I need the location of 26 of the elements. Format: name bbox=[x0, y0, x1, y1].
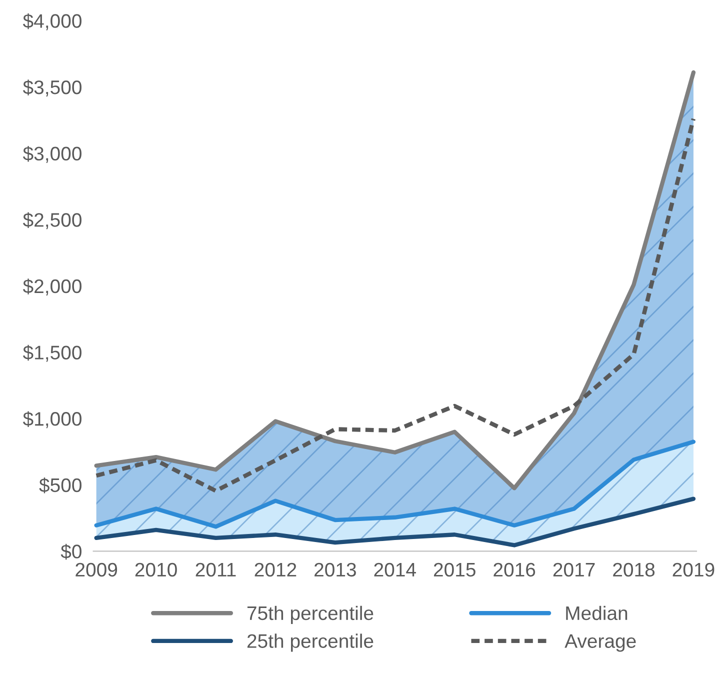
x-tick-label: 2014 bbox=[374, 562, 416, 577]
x-tick-label: 2016 bbox=[494, 562, 536, 577]
x-tick-label: 2017 bbox=[553, 562, 595, 577]
x-tick-label: 2009 bbox=[76, 562, 118, 577]
x-tick-label: 2011 bbox=[196, 562, 236, 577]
y-tick-label: $2,000 bbox=[22, 278, 82, 296]
y-tick-label: $1,000 bbox=[22, 411, 82, 428]
legend-label: Median bbox=[566, 606, 628, 620]
y-tick-label: $1,500 bbox=[22, 344, 82, 362]
x-tick-label: 2019 bbox=[672, 562, 714, 577]
y-tick-label: $3,000 bbox=[22, 146, 82, 163]
y-tick-label: $4,000 bbox=[22, 13, 82, 30]
x-tick-label: 2013 bbox=[314, 562, 356, 577]
x-tick-label: 2012 bbox=[254, 562, 296, 577]
line-series bbox=[94, 440, 696, 529]
legend-label: 25th percentile bbox=[247, 634, 374, 652]
x-tick-label: 2018 bbox=[613, 562, 655, 577]
y-tick-label: $3,500 bbox=[22, 80, 82, 97]
y-tick-label: $2,500 bbox=[22, 212, 82, 230]
y-tick-label: $0 bbox=[60, 544, 82, 560]
y-tick-label: $500 bbox=[39, 478, 82, 494]
line-series bbox=[94, 496, 696, 548]
legend-label: 75th percentile bbox=[247, 606, 374, 624]
x-tick-label: 2015 bbox=[434, 562, 476, 577]
legend-label: Average bbox=[564, 634, 636, 652]
x-tick-label: 2010 bbox=[135, 562, 177, 577]
